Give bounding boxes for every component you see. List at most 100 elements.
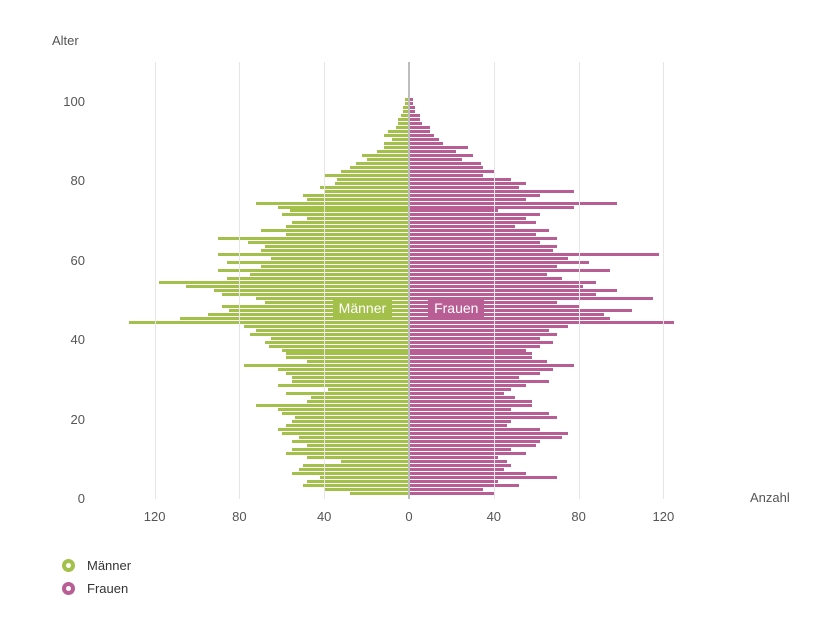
female-bar bbox=[409, 134, 434, 137]
male-bar bbox=[341, 460, 409, 463]
female-bar bbox=[409, 277, 562, 280]
x-tick-label: 120 bbox=[653, 509, 675, 524]
female-bar bbox=[409, 206, 574, 209]
female-bar bbox=[409, 257, 568, 260]
x-axis-title: Anzahl bbox=[750, 490, 790, 505]
female-bar bbox=[409, 190, 574, 193]
male-bar bbox=[324, 190, 409, 193]
male-bar bbox=[292, 380, 409, 383]
male-bar bbox=[362, 154, 409, 157]
female-bar bbox=[409, 249, 553, 252]
male-bar bbox=[292, 376, 409, 379]
male-bar bbox=[286, 233, 409, 236]
female-bar bbox=[409, 198, 526, 201]
male-bar bbox=[377, 150, 409, 153]
female-bar bbox=[409, 444, 536, 447]
female-bar bbox=[409, 146, 468, 149]
male-bar bbox=[278, 206, 409, 209]
male-bar bbox=[303, 484, 409, 487]
y-tick-label: 100 bbox=[59, 94, 85, 109]
female-bar bbox=[409, 229, 549, 232]
female-bar bbox=[409, 376, 519, 379]
female-bar bbox=[409, 138, 439, 141]
female-bar bbox=[409, 186, 519, 189]
female-bar bbox=[409, 142, 443, 145]
female-bar bbox=[409, 341, 553, 344]
male-bar bbox=[256, 404, 409, 407]
female-bar bbox=[409, 233, 536, 236]
female-bar bbox=[409, 345, 540, 348]
female-bar bbox=[409, 464, 511, 467]
male-bar bbox=[292, 420, 409, 423]
female-bar bbox=[409, 432, 568, 435]
male-bar bbox=[218, 269, 409, 272]
vertical-gridline bbox=[579, 62, 580, 499]
male-bar bbox=[292, 448, 409, 451]
female-bar bbox=[409, 372, 540, 375]
male-bar bbox=[261, 249, 409, 252]
female-bar bbox=[409, 388, 511, 391]
male-bar bbox=[290, 209, 409, 212]
male-bar bbox=[292, 472, 409, 475]
y-tick-label: 20 bbox=[59, 412, 85, 427]
female-bar bbox=[409, 221, 536, 224]
female-bar bbox=[409, 436, 562, 439]
female-bar bbox=[409, 329, 549, 332]
male-bar bbox=[286, 424, 409, 427]
female-bar bbox=[409, 170, 494, 173]
female-bar bbox=[409, 154, 473, 157]
legend-marker-icon bbox=[62, 582, 75, 595]
male-bar bbox=[244, 364, 409, 367]
male-bar bbox=[303, 464, 409, 467]
male-bar bbox=[292, 440, 409, 443]
male-bar bbox=[265, 341, 409, 344]
male-bar bbox=[286, 452, 409, 455]
female-bar bbox=[409, 178, 511, 181]
female-bar bbox=[409, 360, 547, 363]
legend-label-male: Männer bbox=[87, 558, 131, 573]
female-bar bbox=[409, 158, 462, 161]
female-bar bbox=[409, 241, 540, 244]
male-bar bbox=[261, 229, 409, 232]
male-bar bbox=[282, 213, 409, 216]
female-bar bbox=[409, 452, 526, 455]
female-bar bbox=[409, 404, 532, 407]
female-bar bbox=[409, 412, 549, 415]
male-bar bbox=[271, 257, 409, 260]
male-bar bbox=[384, 142, 409, 145]
male-bar bbox=[129, 321, 409, 324]
y-axis-title: Alter bbox=[52, 33, 79, 48]
male-bar bbox=[159, 281, 409, 284]
male-bar bbox=[278, 368, 409, 371]
female-bar bbox=[409, 428, 540, 431]
female-bar bbox=[409, 352, 532, 355]
female-bar bbox=[409, 293, 596, 296]
male-bar bbox=[222, 293, 409, 296]
male-bar bbox=[286, 225, 409, 228]
male-bar bbox=[307, 360, 409, 363]
male-bar bbox=[324, 174, 409, 177]
vertical-gridline bbox=[663, 62, 664, 499]
female-bar bbox=[409, 114, 420, 117]
male-bar bbox=[265, 245, 409, 248]
male-bar bbox=[218, 237, 409, 240]
male-bar bbox=[328, 388, 409, 391]
female-bar bbox=[409, 424, 507, 427]
female-bar bbox=[409, 253, 659, 256]
male-bar bbox=[248, 241, 409, 244]
male-bar bbox=[356, 162, 409, 165]
y-tick-label: 80 bbox=[59, 173, 85, 188]
female-bar bbox=[409, 492, 494, 495]
female-bar bbox=[409, 202, 617, 205]
male-bar bbox=[282, 432, 409, 435]
male-bar bbox=[282, 349, 409, 352]
male-bar bbox=[384, 146, 409, 149]
x-tick-label: 40 bbox=[487, 509, 501, 524]
legend-marker-icon bbox=[62, 559, 75, 572]
female-bar bbox=[409, 380, 549, 383]
female-bar bbox=[409, 480, 498, 483]
female-bar bbox=[409, 468, 504, 471]
female-bar bbox=[409, 182, 526, 185]
female-bar bbox=[409, 209, 498, 212]
female-bar bbox=[409, 237, 557, 240]
